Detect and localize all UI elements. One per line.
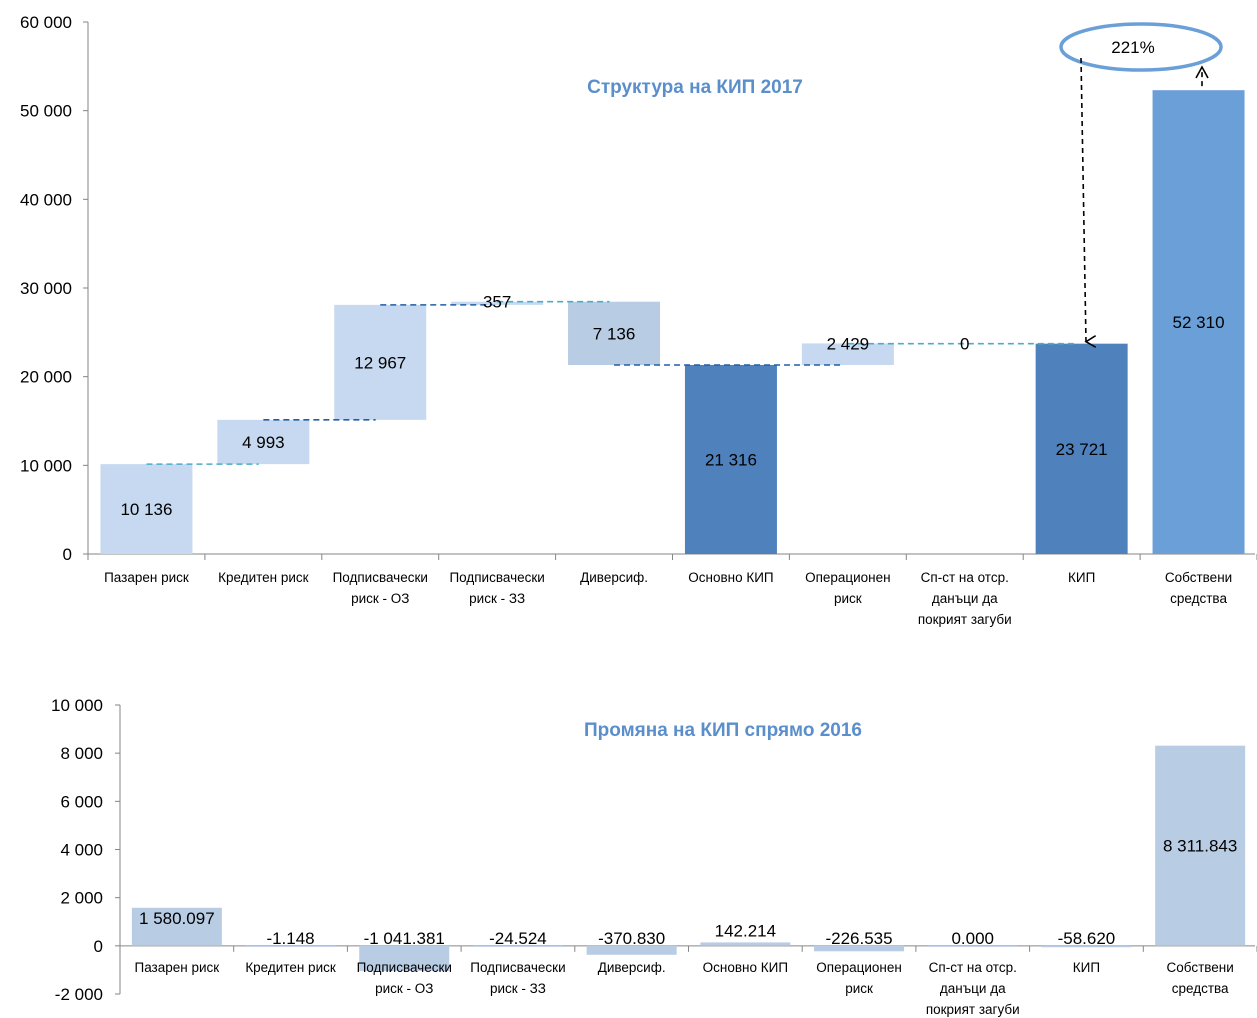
data-label: 52 310 (1173, 313, 1225, 332)
y-tick-label: 30 000 (20, 279, 72, 298)
x-category-label: Кредитен риск (218, 570, 309, 585)
change-bar (472, 945, 563, 947)
data-label: -1 041.381 (364, 929, 445, 948)
waterfall-bar (100, 464, 193, 554)
x-category-label: Пазарен риск (135, 960, 220, 975)
waterfall-bar (451, 301, 544, 305)
x-category-label: Подписвачески (470, 960, 565, 975)
arrow-to-kip (1080, 57, 1086, 342)
data-label: 1 580.097 (139, 909, 215, 928)
x-category-label: Сп-ст на отср. (929, 960, 1017, 975)
change-bar (359, 945, 450, 971)
x-category-label: Кредитен риск (245, 960, 336, 975)
y-tick-label: 20 000 (20, 368, 72, 387)
data-label: -58.620 (1058, 929, 1116, 948)
ratio-ellipse (1059, 22, 1223, 72)
data-label: -370.830 (598, 929, 665, 948)
y-tick-label: 2 000 (60, 889, 103, 908)
change-bar (814, 945, 905, 952)
x-category-label: Подписвачески (449, 570, 544, 585)
y-tick-label: 0 (63, 545, 72, 564)
data-label: 0.000 (951, 929, 994, 948)
x-category-label: средства (1172, 981, 1229, 996)
x-category-label: риск - ОЗ (351, 591, 409, 606)
capital-structure-chart: Структура на КИП 2017 0 10 000 20 000 30 00… (20, 13, 1257, 627)
x-category-label: Диверсиф. (580, 570, 648, 585)
y-tick-label: 50 000 (20, 102, 72, 121)
data-label: 7 136 (593, 324, 636, 343)
x-category-label: Основно КИП (703, 960, 788, 975)
data-label: 142.214 (715, 921, 776, 940)
data-label: -1.148 (266, 929, 314, 948)
x-category-label: Диверсиф. (598, 960, 666, 975)
y-tick-label: 6 000 (60, 792, 103, 811)
x-category-label: КИП (1068, 570, 1095, 585)
change-bar (1041, 945, 1132, 948)
data-label: 21 316 (705, 450, 757, 469)
x-category-label: Собствени (1167, 960, 1234, 975)
x-category-label: данъци да (932, 591, 998, 606)
waterfall-bar (568, 301, 661, 365)
x-category-label: риск - ОЗ (375, 981, 433, 996)
y-tick-label: 0 (94, 937, 103, 956)
waterfall-bar (334, 304, 427, 420)
data-label: 2 429 (827, 334, 870, 353)
data-label: 4 993 (242, 433, 285, 452)
change-bar (245, 945, 336, 947)
x-category-label: данъци да (940, 981, 1006, 996)
change-bar (131, 907, 222, 946)
data-label: 23 721 (1056, 440, 1108, 459)
x-category-label: Основно КИП (688, 570, 773, 585)
change-bar (700, 942, 791, 946)
data-label: 357 (483, 293, 511, 312)
x-category-label: риск (834, 591, 862, 606)
y-tick-label: -2 000 (55, 985, 103, 1004)
y-tick-label: 4 000 (60, 841, 103, 860)
data-label: 10 136 (120, 500, 172, 519)
x-category-label: риск - ЗЗ (469, 591, 525, 606)
change-bar (586, 945, 677, 955)
change-bar (1155, 745, 1246, 946)
x-category-label: покрият загуби (918, 612, 1012, 627)
x-category-label: Операционен (805, 570, 891, 585)
data-label: 8 311.843 (1163, 837, 1237, 856)
waterfall-bar (1152, 90, 1245, 555)
y-tick-label: 40 000 (20, 190, 72, 209)
change-bar (927, 945, 1018, 947)
waterfall-bar (217, 419, 310, 465)
waterfall-bar (801, 343, 894, 365)
chart-title: Структура на КИП 2017 (587, 77, 803, 98)
capital-change-chart: Промяна на КИП спрямо 2016 -2 000 0 2 000 4… (51, 696, 1257, 1017)
x-category-label: риск - ЗЗ (490, 981, 546, 996)
x-category-label: Сп-ст на отср. (921, 570, 1009, 585)
x-category-label: Пазарен риск (104, 570, 189, 585)
x-category-label: Подписвачески (333, 570, 428, 585)
ratio-label: 221% (1111, 38, 1154, 57)
data-label: 0 (960, 335, 969, 354)
arrow-head-up (1195, 65, 1209, 79)
y-tick-label: 10 000 (20, 456, 72, 475)
y-tick-label: 10 000 (51, 696, 103, 715)
data-label: 12 967 (354, 353, 406, 372)
data-label: -24.524 (489, 929, 547, 948)
x-category-label: Операционен (816, 960, 902, 975)
y-tick-label: 60 000 (20, 13, 72, 32)
x-category-label: КИП (1073, 960, 1100, 975)
x-category-label: средства (1170, 591, 1227, 606)
waterfall-bar (1035, 343, 1128, 554)
waterfall-bar (684, 364, 777, 554)
x-category-label: покрият загуби (926, 1002, 1020, 1017)
x-category-label: Подписвачески (357, 960, 452, 975)
y-tick-label: 8 000 (60, 744, 103, 763)
chart-title: Промяна на КИП спрямо 2016 (584, 720, 862, 741)
x-category-label: Собствени (1165, 570, 1232, 585)
x-category-label: риск (845, 981, 873, 996)
data-label: -226.535 (825, 929, 892, 948)
